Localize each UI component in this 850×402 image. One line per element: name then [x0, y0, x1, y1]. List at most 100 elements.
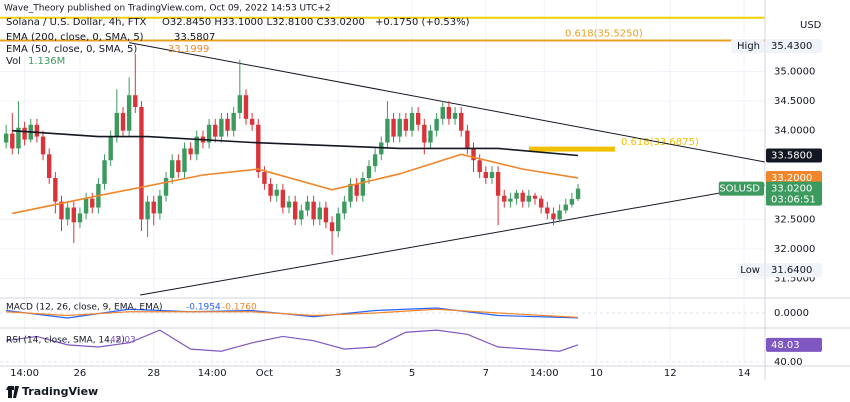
candle-body [59, 201, 64, 220]
symbol-title: Solana / U.S. Dollar, 4h, FTX [6, 17, 146, 28]
candle-body [336, 213, 341, 232]
candle-body [415, 112, 421, 125]
currency: USD [800, 20, 822, 31]
candle-body [292, 201, 298, 220]
candle-body [557, 210, 562, 220]
candle-body [575, 188, 581, 199]
y-tick-label: 40.00 [774, 357, 803, 368]
candle-body [102, 160, 107, 184]
x-tick-label: 14:00 [198, 368, 227, 379]
candle-body [268, 183, 273, 196]
candle-body [169, 160, 175, 178]
candle-body [311, 201, 316, 220]
y-tick-label: 34.0000 [774, 126, 815, 137]
price-label-box [766, 39, 822, 54]
y-tick-label: 32.0000 [774, 244, 815, 255]
candle-body [83, 198, 89, 214]
price-name: SOLUSD [719, 184, 760, 195]
price-label: 35.4300 [771, 41, 812, 52]
candle-body [317, 207, 322, 220]
price-name-box [718, 181, 764, 196]
candle-body [305, 201, 310, 211]
price-countdown: 03:06:51 [771, 195, 816, 206]
candle-body [243, 95, 249, 119]
y-tick-label: 31.5000 [774, 273, 815, 284]
x-tick-label: 28 [147, 368, 160, 379]
price-label: 31.6400 [771, 265, 812, 276]
price-name: Low [740, 265, 760, 276]
candle-body [194, 136, 199, 155]
logo [6, 386, 19, 398]
candle-body [262, 172, 267, 184]
candle-body [495, 172, 501, 196]
x-tick-label: 12 [664, 368, 677, 379]
candle-body [471, 148, 476, 161]
legend-value: -0.1954 [186, 303, 221, 313]
candle-body [274, 189, 279, 196]
candle-body [108, 136, 113, 161]
indicator-line [6, 329, 579, 352]
candle-body [163, 177, 169, 196]
candle-body [219, 118, 224, 137]
candle-body [397, 118, 402, 137]
candle-body [538, 198, 544, 208]
candle-body [126, 95, 132, 131]
price-label: 33.0200 [771, 184, 812, 195]
y-tick-label: 34.5000 [774, 96, 815, 107]
price-label-box [766, 337, 822, 352]
candle-body [329, 222, 335, 232]
candle-body [256, 124, 261, 173]
candle-body [428, 130, 433, 143]
candle-body [422, 124, 427, 143]
candle-body [502, 195, 507, 202]
legend-value: 33.1999 [168, 44, 209, 55]
candle-body [532, 195, 538, 199]
x-tick-label: 26 [74, 368, 87, 379]
price-label: 48.03 [771, 340, 800, 351]
candle-body [446, 107, 452, 119]
x-tick-label: 14:00 [10, 368, 39, 379]
footer-brand: TradingView [22, 385, 98, 398]
candle-body [545, 207, 550, 214]
price-label: 33.2000 [771, 173, 812, 184]
candle-body [188, 148, 193, 155]
candle-body [225, 118, 230, 131]
candle-body [16, 127, 21, 149]
candle-body [348, 183, 353, 202]
candle-body [299, 210, 304, 220]
candle-body [114, 112, 120, 137]
legend-value: 48.03 [110, 336, 136, 346]
candle-body [176, 160, 181, 173]
price-label-box [766, 181, 822, 206]
candle-body [206, 124, 212, 143]
candle-body [459, 112, 464, 131]
candle-body [520, 192, 525, 202]
candle-body [151, 201, 156, 214]
legend-entry: EMA (50, close, 0, SMA, 5) [6, 44, 137, 55]
fib-label: 0.618(35.5250) [565, 29, 643, 40]
candle-body [403, 118, 409, 131]
ohlc: O32.8450 H33.1000 L32.8100 C33.0200 [162, 17, 365, 28]
candle-body [569, 198, 575, 205]
trendline [129, 42, 766, 163]
candle-body [237, 95, 243, 113]
candle-body [65, 207, 70, 220]
candle-body [120, 112, 126, 131]
x-tick-label: 14 [738, 368, 751, 379]
candle-body [514, 192, 519, 199]
candle-body [10, 133, 15, 149]
candle-body [563, 204, 568, 211]
price-name-box [737, 263, 764, 278]
change: +0.1750 (+0.53%) [375, 17, 470, 28]
legend-entry: RSI (14, close, SMA, 14, 2) [6, 336, 125, 346]
candle-body [372, 154, 378, 167]
price-label: 33.5800 [771, 151, 812, 162]
candle-body [34, 124, 40, 137]
y-tick-label: 35.0000 [774, 67, 815, 78]
candle-body [391, 118, 396, 137]
price-name-box [731, 39, 764, 54]
candle-body [71, 207, 76, 223]
candle-body [249, 118, 255, 125]
legend-entry: MACD (12, 26, close, 9, EMA, EMA) [6, 303, 163, 313]
x-tick-label: 10 [590, 368, 603, 379]
